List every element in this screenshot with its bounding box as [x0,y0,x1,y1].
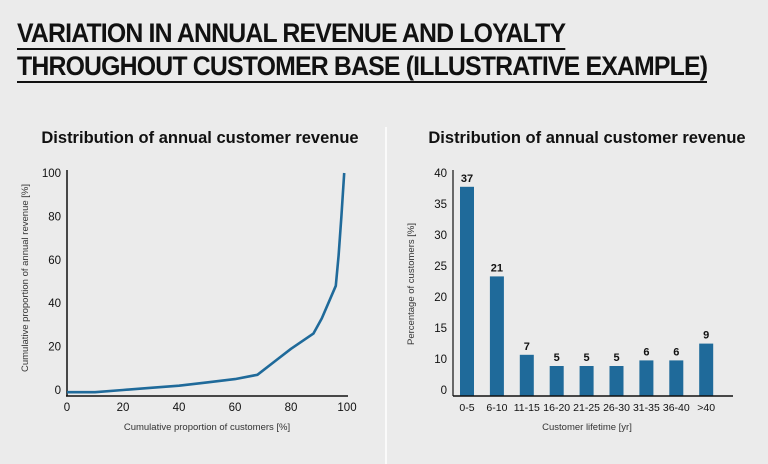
left-x-tick-label: 0 [64,402,70,414]
bar [549,366,564,396]
page-title: VARIATION IN ANNUAL REVENUE AND LOYALTY … [17,17,708,83]
bar-value-label: 5 [613,352,619,364]
category-label: 31-35 [633,402,660,414]
bar-value-label: 37 [461,173,473,185]
bar [489,276,504,396]
bar [460,186,474,396]
left-y-axis-label: Cumulative proportion of annual revenue … [20,184,31,372]
left-x-axis-label: Cumulative proportion of customers [%] [124,422,290,433]
right-y-tick-label: 40 [434,168,447,180]
left-y-tick-label: 60 [48,255,61,267]
category-label: 16-20 [543,402,570,414]
right-y-tick-label: 15 [434,323,447,335]
right-x-axis-label: Customer lifetime [yr] [542,422,632,433]
left-x-tick-label: 80 [285,402,298,414]
left-x-tick-label: 20 [117,402,130,414]
right-y-axis-label: Percentage of customers [%] [406,223,417,345]
right-y-tick-label: 30 [434,230,447,242]
left-y-tick-label: 80 [48,211,61,223]
left-x-tick-label: 60 [229,402,242,414]
bar-value-label: 5 [584,352,590,364]
right-y-tick-label: 20 [434,292,447,304]
bar [519,354,534,396]
bar-value-label: 7 [524,341,530,353]
bar [639,360,654,396]
category-label: 0-5 [459,402,474,414]
page-title-line-2: THROUGHOUT CUSTOMER BASE (ILLUSTRATIVE E… [17,51,708,83]
right-y-tick-label: 10 [434,354,447,366]
left-chart-title: Distribution of annual customer revenue [41,129,358,147]
right-y-tick-label: 0 [441,385,447,397]
left-y-tick-label: 0 [55,385,61,397]
left-y-tick-label: 100 [42,168,61,180]
bar [699,343,714,396]
page-title-line-1: VARIATION IN ANNUAL REVENUE AND LOYALTY [17,18,566,50]
bar-value-label: 5 [554,352,560,364]
right-y-tick-label: 35 [434,199,447,211]
category-label: 6-10 [486,402,507,414]
category-label: 11-15 [514,402,540,414]
bar-value-label: 9 [703,330,709,342]
right-y-tick-label: 25 [434,261,447,273]
bar-value-label: 6 [643,346,649,358]
cumulative-revenue-line [67,172,346,394]
category-label: 21-25 [573,402,600,414]
cumulative-revenue-chart: Distribution of annual customer revenue … [20,129,359,433]
right-chart-title: Distribution of annual customer revenue [428,129,745,147]
bar [609,366,624,396]
bar-value-label: 6 [673,346,679,358]
bar [669,360,684,396]
bar-value-label: 21 [491,262,503,274]
category-label: >40 [697,402,715,414]
left-y-tick-label: 20 [48,342,61,354]
left-x-tick-label: 40 [173,402,186,414]
category-label: 36-40 [663,402,690,414]
left-x-tick-label: 100 [337,402,356,414]
panel-divider [385,127,387,464]
category-label: 26-30 [603,402,630,414]
bar [579,366,594,396]
left-y-tick-label: 40 [48,298,61,310]
